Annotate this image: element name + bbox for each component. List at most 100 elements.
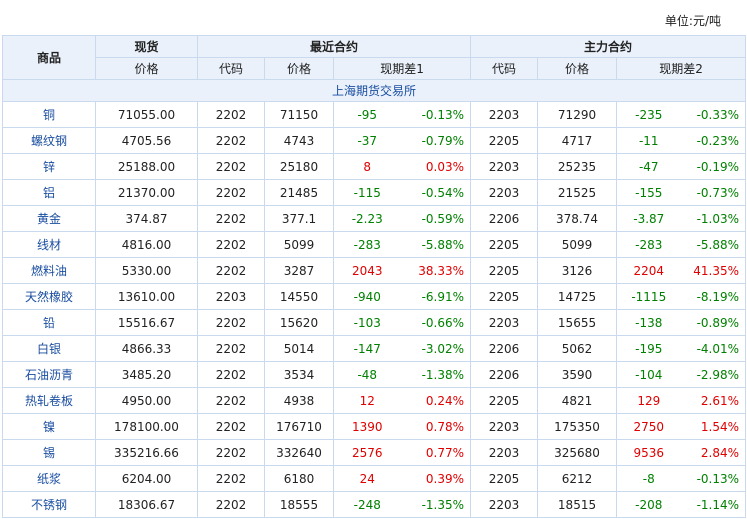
cell: 2202 bbox=[197, 153, 265, 180]
cell: 2203 bbox=[470, 309, 539, 336]
product-name[interactable]: 不锈钢 bbox=[2, 491, 96, 518]
pct-cell: -6.91% bbox=[400, 283, 472, 310]
diff-cell: -11 bbox=[616, 127, 681, 154]
product-name[interactable]: 线材 bbox=[2, 231, 96, 258]
cell: 2203 bbox=[470, 179, 539, 206]
cell: 377.1 bbox=[264, 205, 334, 232]
cell: 2203 bbox=[197, 283, 265, 310]
product-name[interactable]: 纸浆 bbox=[2, 465, 96, 492]
cell: 176710 bbox=[264, 413, 334, 440]
diff-cell: -1115 bbox=[616, 283, 681, 310]
cell: 2205 bbox=[470, 283, 539, 310]
header-cell: 商品 bbox=[2, 35, 96, 80]
diff-cell: 12 bbox=[333, 387, 401, 414]
cell: 2202 bbox=[197, 387, 265, 414]
cell: 2203 bbox=[470, 439, 539, 466]
cell: 6204.00 bbox=[95, 465, 198, 492]
diff-cell: -37 bbox=[333, 127, 401, 154]
cell: 5099 bbox=[537, 231, 618, 258]
cell: 2202 bbox=[197, 101, 265, 128]
diff-cell: -103 bbox=[333, 309, 401, 336]
product-name[interactable]: 天然橡胶 bbox=[2, 283, 96, 310]
cell: 2206 bbox=[470, 335, 539, 362]
cell: 3126 bbox=[537, 257, 618, 284]
cell: 175350 bbox=[537, 413, 618, 440]
diff-cell: 129 bbox=[616, 387, 681, 414]
header-cell: 主力合约 bbox=[470, 35, 747, 58]
cell: 71290 bbox=[537, 101, 618, 128]
cell: 2203 bbox=[470, 491, 539, 518]
cell: 21485 bbox=[264, 179, 334, 206]
quote-table: 商品 现货 最近合约 主力合约 价格 代码 价格 现期差1 代码 价格 现期差2… bbox=[1, 35, 747, 518]
cell: 21525 bbox=[537, 179, 618, 206]
data-row: 锡 335216.66 2202 332640 2576 0.77% 2203 325680 9… bbox=[2, 439, 747, 466]
cell: 2202 bbox=[197, 465, 265, 492]
header-cell: 现货 bbox=[95, 35, 198, 58]
header-cell: 代码 bbox=[470, 57, 539, 80]
header-row: 商品 现货 最近合约 主力合约 bbox=[2, 35, 747, 80]
pct-cell: -0.89% bbox=[680, 309, 747, 336]
cell: 2205 bbox=[470, 257, 539, 284]
pct-cell: 0.78% bbox=[400, 413, 472, 440]
cell: 374.87 bbox=[95, 205, 198, 232]
diff-cell: -248 bbox=[333, 491, 401, 518]
cell: 4705.56 bbox=[95, 127, 198, 154]
cell: 2205 bbox=[470, 465, 539, 492]
cell: 325680 bbox=[537, 439, 618, 466]
product-name[interactable]: 热轧卷板 bbox=[2, 387, 96, 414]
cell: 2202 bbox=[197, 127, 265, 154]
diff-cell: 2576 bbox=[333, 439, 401, 466]
data-row: 黄金 374.87 2202 377.1 -2.23 -0.59% 2206 378.74 -3… bbox=[2, 205, 747, 232]
data-row: 镍 178100.00 2202 176710 1390 0.78% 2203 175350 2… bbox=[2, 413, 747, 440]
diff-cell: -8 bbox=[616, 465, 681, 492]
unit-label: 单位:元/吨 bbox=[664, 14, 721, 28]
pct-cell: 0.39% bbox=[400, 465, 472, 492]
product-name[interactable]: 铅 bbox=[2, 309, 96, 336]
cell: 18306.67 bbox=[95, 491, 198, 518]
pct-cell: -0.19% bbox=[680, 153, 747, 180]
pct-cell: -0.54% bbox=[400, 179, 472, 206]
product-name[interactable]: 镍 bbox=[2, 413, 96, 440]
cell: 2202 bbox=[197, 335, 265, 362]
cell: 2205 bbox=[470, 231, 539, 258]
cell: 3287 bbox=[264, 257, 334, 284]
pct-cell: -3.02% bbox=[400, 335, 472, 362]
product-name[interactable]: 石油沥青 bbox=[2, 361, 96, 388]
product-name[interactable]: 锡 bbox=[2, 439, 96, 466]
pct-cell: 0.77% bbox=[400, 439, 472, 466]
diff-cell: 2204 bbox=[616, 257, 681, 284]
data-row: 纸浆 6204.00 2202 6180 24 0.39% 2205 6212 -8 -0.13% bbox=[2, 465, 747, 492]
cell: 71150 bbox=[264, 101, 334, 128]
cell: 4938 bbox=[264, 387, 334, 414]
cell: 5099 bbox=[264, 231, 334, 258]
product-name[interactable]: 燃料油 bbox=[2, 257, 96, 284]
cell: 3485.20 bbox=[95, 361, 198, 388]
header-cell: 最近合约 bbox=[196, 35, 472, 58]
product-name[interactable]: 锌 bbox=[2, 153, 96, 180]
header-cell: 现期差2 bbox=[616, 57, 747, 80]
cell: 2202 bbox=[197, 179, 265, 206]
pct-cell: -8.19% bbox=[680, 283, 747, 310]
product-name[interactable]: 黄金 bbox=[2, 205, 96, 232]
cell: 15620 bbox=[264, 309, 334, 336]
cell: 2205 bbox=[470, 127, 539, 154]
pct-cell: 0.24% bbox=[400, 387, 472, 414]
product-name[interactable]: 螺纹钢 bbox=[2, 127, 96, 154]
product-name[interactable]: 铜 bbox=[2, 101, 96, 128]
cell: 335216.66 bbox=[95, 439, 198, 466]
diff-cell: -47 bbox=[616, 153, 681, 180]
diff-cell: -104 bbox=[616, 361, 681, 388]
pct-cell: -5.88% bbox=[680, 231, 747, 258]
diff-cell: -283 bbox=[616, 231, 681, 258]
product-name[interactable]: 白银 bbox=[2, 335, 96, 362]
pct-cell: 2.61% bbox=[680, 387, 747, 414]
diff-cell: -283 bbox=[333, 231, 401, 258]
diff-cell: 9536 bbox=[616, 439, 681, 466]
pct-cell: 0.03% bbox=[400, 153, 472, 180]
data-row: 不锈钢 18306.67 2202 18555 -248 -1.35% 2203 18515-… bbox=[2, 491, 747, 518]
product-name[interactable]: 铝 bbox=[2, 179, 96, 206]
data-row: 铅 15516.67 2202 15620 -103 -0.66% 2203 15655 -13… bbox=[2, 309, 747, 336]
cell: 4866.33 bbox=[95, 335, 198, 362]
cell: 25188.00 bbox=[95, 153, 198, 180]
